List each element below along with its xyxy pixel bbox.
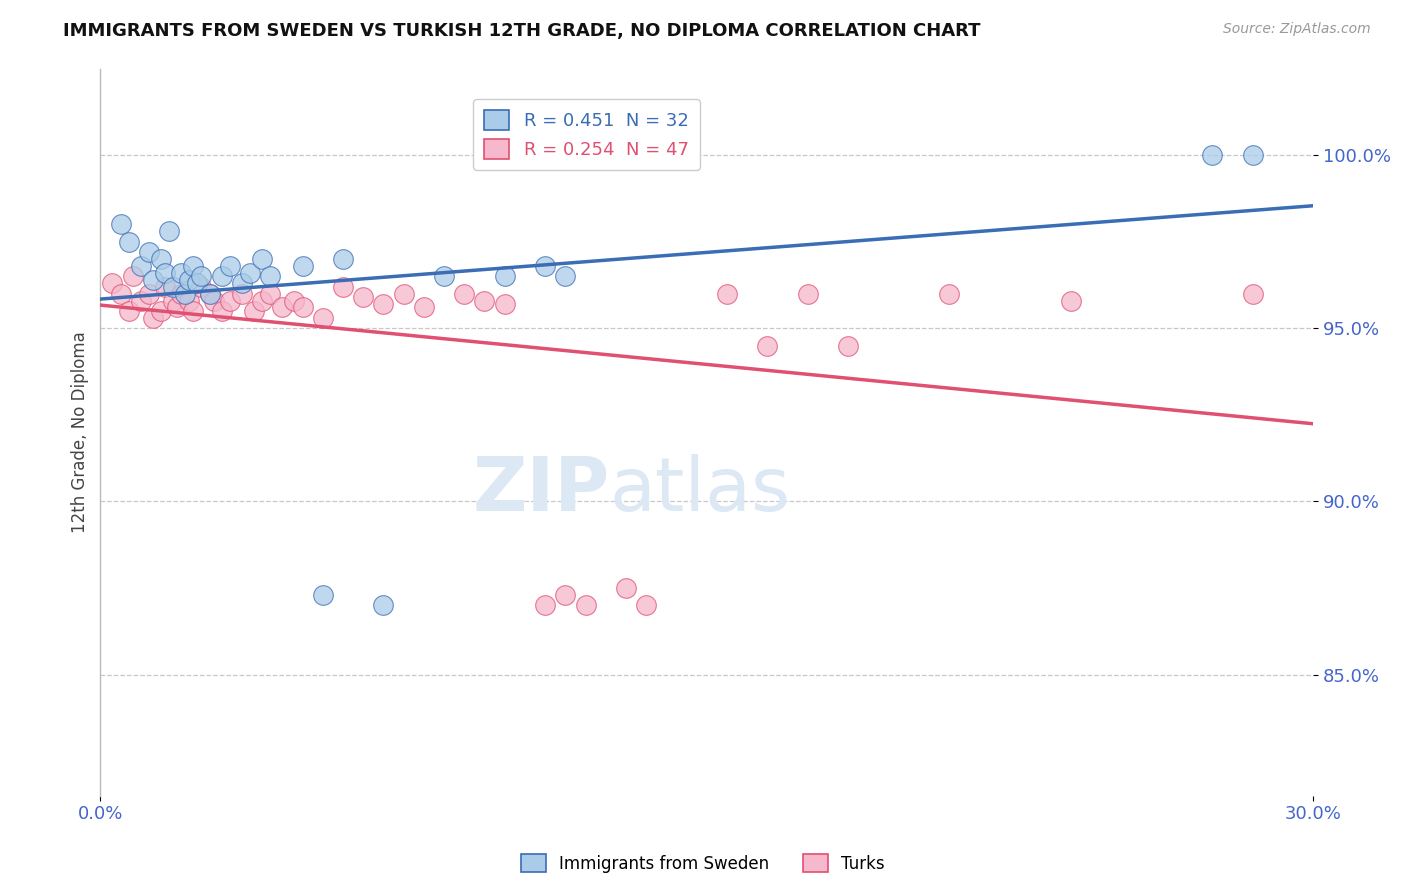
Point — [142, 273, 165, 287]
Point — [312, 310, 335, 325]
Point — [118, 235, 141, 249]
Point — [1201, 148, 1223, 162]
Point — [756, 338, 779, 352]
Point — [153, 279, 176, 293]
Point — [211, 269, 233, 284]
Y-axis label: 12th Grade, No Diploma: 12th Grade, No Diploma — [72, 331, 89, 533]
Point — [179, 293, 201, 308]
Point — [312, 588, 335, 602]
Point — [150, 252, 173, 266]
Point — [174, 286, 197, 301]
Point — [837, 338, 859, 352]
Point — [373, 297, 395, 311]
Point — [129, 259, 152, 273]
Text: atlas: atlas — [610, 454, 790, 527]
Point — [250, 252, 273, 266]
Point — [198, 286, 221, 301]
Point — [162, 293, 184, 308]
Point — [938, 286, 960, 301]
Point — [183, 304, 205, 318]
Point — [1060, 293, 1083, 308]
Point — [291, 259, 314, 273]
Point — [494, 297, 516, 311]
Point — [1241, 286, 1264, 301]
Point — [179, 273, 201, 287]
Point — [198, 286, 221, 301]
Point — [218, 259, 240, 273]
Point — [494, 269, 516, 284]
Point — [110, 218, 132, 232]
Legend: R = 0.451  N = 32, R = 0.254  N = 47: R = 0.451 N = 32, R = 0.254 N = 47 — [474, 99, 700, 169]
Point — [118, 304, 141, 318]
Point — [183, 259, 205, 273]
Point — [150, 304, 173, 318]
Point — [190, 269, 212, 284]
Point — [291, 301, 314, 315]
Point — [218, 293, 240, 308]
Point — [259, 286, 281, 301]
Point — [231, 286, 253, 301]
Point — [170, 266, 193, 280]
Point — [162, 279, 184, 293]
Point — [797, 286, 820, 301]
Point — [239, 266, 262, 280]
Point — [153, 266, 176, 280]
Point — [636, 599, 658, 613]
Point — [170, 286, 193, 301]
Point — [259, 269, 281, 284]
Point — [202, 293, 225, 308]
Point — [138, 245, 160, 260]
Point — [142, 310, 165, 325]
Point — [110, 286, 132, 301]
Point — [716, 286, 738, 301]
Text: Source: ZipAtlas.com: Source: ZipAtlas.com — [1223, 22, 1371, 37]
Point — [138, 286, 160, 301]
Point — [243, 304, 266, 318]
Point — [129, 293, 152, 308]
Point — [250, 293, 273, 308]
Point — [271, 301, 294, 315]
Legend: Immigrants from Sweden, Turks: Immigrants from Sweden, Turks — [515, 847, 891, 880]
Point — [157, 224, 180, 238]
Point — [211, 304, 233, 318]
Point — [283, 293, 305, 308]
Point — [453, 286, 475, 301]
Text: IMMIGRANTS FROM SWEDEN VS TURKISH 12TH GRADE, NO DIPLOMA CORRELATION CHART: IMMIGRANTS FROM SWEDEN VS TURKISH 12TH G… — [63, 22, 981, 40]
Point — [332, 252, 354, 266]
Point — [392, 286, 415, 301]
Point — [554, 269, 576, 284]
Point — [474, 293, 496, 308]
Point — [534, 599, 557, 613]
Point — [166, 301, 188, 315]
Point — [574, 599, 596, 613]
Point — [614, 581, 637, 595]
Point — [554, 588, 576, 602]
Point — [412, 301, 434, 315]
Point — [1241, 148, 1264, 162]
Point — [332, 279, 354, 293]
Point — [433, 269, 456, 284]
Point — [534, 259, 557, 273]
Point — [231, 277, 253, 291]
Text: ZIP: ZIP — [472, 454, 610, 527]
Point — [373, 599, 395, 613]
Point — [101, 277, 124, 291]
Point — [121, 269, 143, 284]
Point — [352, 290, 374, 304]
Point — [190, 279, 212, 293]
Point — [186, 277, 208, 291]
